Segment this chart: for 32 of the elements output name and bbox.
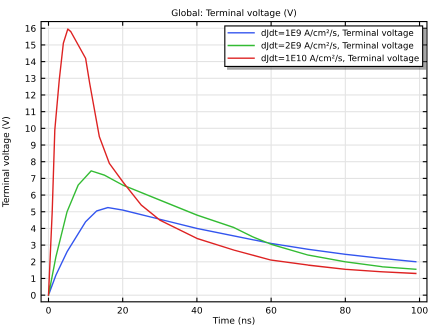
- y-axis-title: Terminal voltage (V): [2, 117, 11, 208]
- y-tick-label: 13: [26, 75, 36, 82]
- y-tick-label: 12: [26, 92, 36, 98]
- y-tick-label: 0: [31, 292, 36, 299]
- x-tick-label: 80: [340, 306, 350, 314]
- y-tick-label: 9: [31, 142, 36, 149]
- x-tick-label: 60: [266, 306, 276, 314]
- legend-label: dJdt=1E10 A/cm²/s, Terminal voltage: [261, 54, 419, 63]
- x-tick-label: 100: [412, 306, 428, 314]
- y-tick-label: 7: [31, 175, 36, 182]
- line-series: [48, 28, 417, 296]
- x-tick-label: 40: [192, 306, 202, 314]
- y-tick-label: 8: [31, 158, 36, 166]
- line-series: [48, 170, 417, 296]
- x-tick-label: 20: [118, 306, 128, 314]
- chart-title: Global: Terminal voltage (V): [172, 9, 296, 18]
- y-tick-label: 16: [26, 24, 36, 32]
- y-tick-label: 10: [26, 125, 36, 132]
- legend-label: dJdt=2E9 A/cm²/s, Terminal voltage: [261, 42, 414, 50]
- y-tick-label: 6: [31, 192, 36, 199]
- y-tick-label: 5: [31, 208, 36, 216]
- y-tick-label: 15: [26, 42, 36, 48]
- line-series: [48, 206, 417, 296]
- y-tick-label: 4: [30, 225, 36, 232]
- y-tick-label: 14: [26, 58, 36, 66]
- y-tick-label: 11: [26, 108, 36, 116]
- x-tick-label: 0: [46, 306, 51, 314]
- x-axis-title: Time (ns): [212, 316, 254, 325]
- y-tick-label: 3: [31, 242, 36, 249]
- y-tick-label: 1: [31, 275, 36, 282]
- legend-label: dJdt=1E9 A/cm²/s, Terminal voltage: [261, 29, 414, 38]
- y-tick-label: 2: [31, 258, 36, 266]
